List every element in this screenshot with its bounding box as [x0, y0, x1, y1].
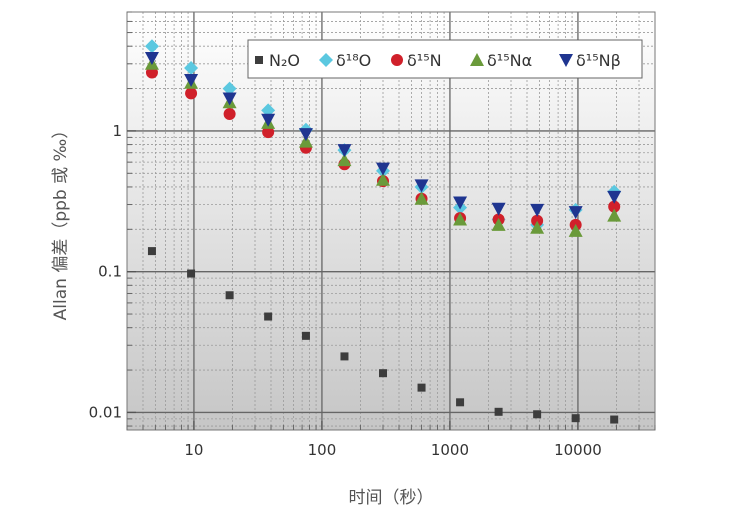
legend: N₂O δ¹⁸O δ¹⁵N δ¹⁵Nα δ¹⁵Nβ	[248, 40, 642, 78]
x-tick-label: 1000	[431, 441, 469, 459]
data-point-square	[226, 291, 234, 299]
data-point-square	[533, 410, 541, 418]
legend-marker-circle	[391, 54, 403, 66]
data-point-square	[264, 313, 272, 321]
y-tick-label: 1	[112, 122, 122, 140]
x-tick-label: 10000	[554, 441, 602, 459]
x-tick-label: 10	[184, 441, 203, 459]
data-point-square	[187, 270, 195, 278]
x-tick-label: 100	[308, 441, 337, 459]
data-point-square	[379, 369, 387, 377]
legend-marker-square	[255, 56, 263, 64]
data-point-square	[302, 332, 310, 340]
data-point-square	[495, 408, 503, 416]
y-tick-label: 0.1	[98, 263, 122, 281]
legend-label: δ¹⁵Nα	[487, 51, 532, 70]
data-point-circle	[224, 108, 236, 120]
data-point-square	[340, 352, 348, 360]
data-point-square	[610, 416, 618, 424]
y-axis-label: Allan 偏差（ppb 或 ‰）	[51, 122, 71, 321]
x-axis-label: 时间（秒）	[349, 488, 434, 508]
data-point-square	[456, 398, 464, 406]
data-point-square	[572, 414, 580, 422]
legend-label: δ¹⁵N	[407, 51, 442, 70]
y-tick-label: 0.01	[89, 403, 122, 421]
data-point-square	[148, 247, 156, 255]
legend-label: δ¹⁸O	[336, 51, 371, 70]
data-point-square	[418, 384, 426, 392]
data-point-circle	[185, 87, 197, 99]
legend-label: δ¹⁵Nβ	[576, 51, 621, 70]
legend-label: N₂O	[269, 51, 300, 70]
